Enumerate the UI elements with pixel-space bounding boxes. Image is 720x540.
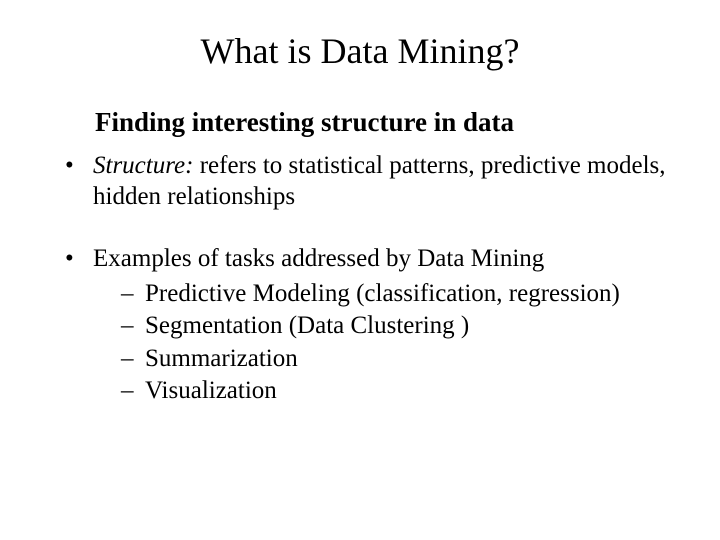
sub-list: Predictive Modeling (classification, reg… (93, 278, 680, 408)
sub-item: Predictive Modeling (classification, reg… (121, 278, 680, 311)
bullet-item: Examples of tasks addressed by Data Mini… (65, 243, 680, 408)
sub-item: Visualization (121, 375, 680, 408)
bullet-item: Structure: refers to statistical pattern… (65, 150, 680, 213)
slide-subtitle: Finding interesting structure in data (95, 107, 680, 138)
sub-item: Summarization (121, 343, 680, 376)
bullet-list: Structure: refers to statistical pattern… (40, 150, 680, 408)
slide-title: What is Data Mining? (40, 30, 680, 72)
bullet-text: Examples of tasks addressed by Data Mini… (93, 245, 544, 272)
sub-item: Segmentation (Data Clustering ) (121, 310, 680, 343)
bullet-italic-lead: Structure: (93, 152, 193, 179)
